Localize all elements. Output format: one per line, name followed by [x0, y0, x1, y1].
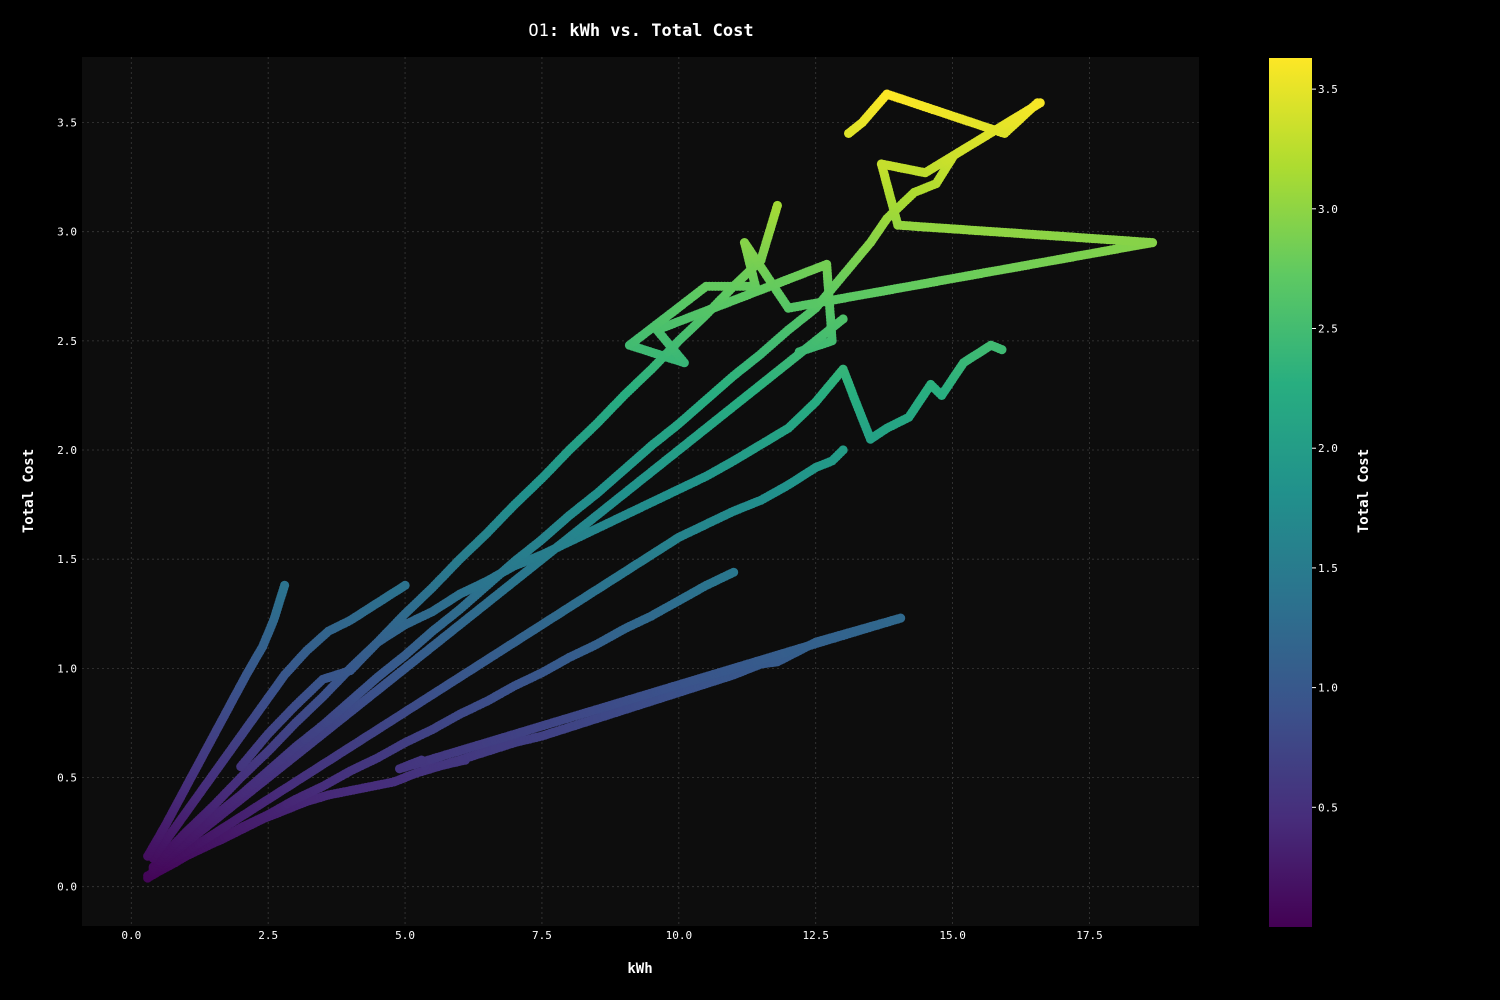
x-tick-label: 5.0: [395, 929, 415, 942]
y-tick-label: 2.5: [57, 335, 77, 348]
y-tick-label: 0.0: [57, 881, 77, 894]
data-point: [822, 259, 832, 269]
y-tick-label: 1.5: [57, 553, 77, 566]
colorbar-tick-label: 1.5: [1318, 562, 1338, 575]
data-point: [838, 364, 848, 374]
data-point: [772, 200, 783, 211]
x-axis-label: kWh: [627, 961, 652, 977]
colorbar-tick-label: 0.5: [1318, 801, 1338, 814]
y-axis-label: Total Cost: [21, 449, 37, 533]
chart-title: O1: kWh vs. Total Cost: [528, 21, 753, 41]
data-points: [143, 89, 1158, 883]
colorbar-tick-label: 2.0: [1318, 442, 1338, 455]
data-point: [701, 281, 711, 291]
y-tick-label: 0.5: [57, 772, 77, 785]
data-point: [986, 340, 996, 350]
colorbar-tick-label: 3.0: [1318, 203, 1338, 216]
data-point: [838, 314, 848, 324]
data-point: [739, 238, 750, 248]
x-axis-ticks: 0.0 2.5 5.0 7.5 10.0 12.5 15.0 17.5: [121, 929, 1102, 942]
data-point: [416, 755, 427, 765]
colorbar-label: Total Cost: [1356, 449, 1372, 533]
colorbar-tick-label: 2.5: [1318, 323, 1338, 336]
chart-title-prefix: O1: [528, 21, 548, 41]
y-tick-label: 3.5: [57, 117, 77, 130]
colorbar-tick-label: 3.5: [1318, 83, 1338, 96]
data-point: [896, 613, 906, 623]
data-point: [882, 89, 892, 99]
x-tick-label: 15.0: [939, 929, 966, 942]
x-tick-label: 7.5: [532, 929, 552, 942]
data-point: [838, 445, 848, 455]
y-tick-label: 3.0: [57, 226, 77, 239]
x-tick-label: 0.0: [121, 929, 141, 942]
y-tick-label: 2.0: [57, 444, 77, 457]
colorbar-tick-label: 1.0: [1318, 682, 1338, 695]
y-tick-label: 1.0: [57, 662, 77, 675]
y-axis-ticks: 0.0 0.5 1.0 1.5 2.0 2.5 3.0 3.5: [57, 117, 77, 894]
data-point: [926, 379, 936, 390]
data-point: [876, 159, 887, 169]
colorbar: [1269, 58, 1312, 927]
data-point: [280, 580, 290, 591]
data-point: [400, 580, 410, 591]
x-tick-label: 12.5: [802, 929, 829, 942]
chart-title-suffix: : kWh vs. Total Cost: [549, 21, 754, 41]
colorbar-ticks: 0.5 1.0 1.5 2.0 2.5 3.0 3.5: [1312, 83, 1338, 814]
x-tick-label: 10.0: [666, 929, 693, 942]
data-point: [1035, 98, 1045, 108]
data-point: [729, 567, 739, 577]
x-tick-label: 2.5: [258, 929, 278, 942]
x-tick-label: 17.5: [1076, 929, 1103, 942]
